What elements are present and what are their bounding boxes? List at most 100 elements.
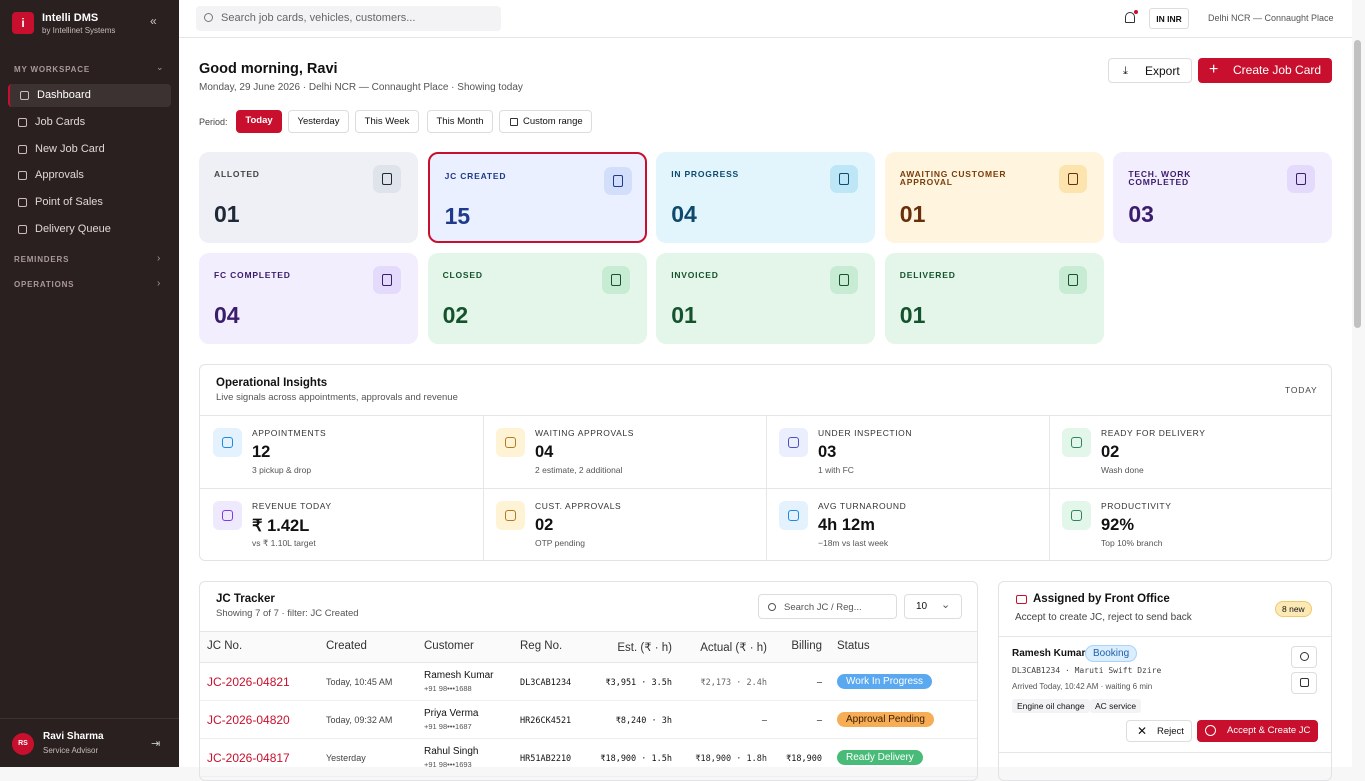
stat-label: ALLOTED [214, 169, 260, 179]
column-header: Customer [424, 640, 474, 652]
stat-card[interactable]: JC CREATED 15 [427, 152, 647, 243]
stat-value: 01 [899, 201, 926, 227]
customer: Priya Verma [424, 708, 479, 719]
collapse[interactable]: « [150, 14, 157, 28]
insight-note: 1 with FC [818, 465, 854, 475]
period-option[interactable]: This Week [355, 110, 419, 133]
divider [999, 752, 1331, 753]
icon [1300, 678, 1309, 687]
stat-card[interactable]: AWAITING CUSTOMER APPROVAL 01 [884, 152, 1104, 243]
stat-label: JC CREATED [444, 171, 507, 181]
stat-icon [601, 266, 630, 294]
search-icon [204, 13, 213, 22]
stat-value: 15 [444, 203, 471, 229]
assigned-sub: Accept to create JC, reject to send back [1015, 612, 1192, 623]
billing: – [816, 678, 822, 688]
actual: – [761, 716, 767, 726]
logout[interactable]: ⇥ [151, 738, 161, 750]
insight-glyph [505, 510, 516, 521]
export-button[interactable]: ⤓ Export [1108, 58, 1192, 83]
nav-item[interactable]: Point of Sales [8, 191, 171, 214]
insight-label: UNDER INSPECTION [818, 428, 913, 438]
calendar-icon [510, 118, 518, 126]
period-option[interactable]: Custom range [499, 110, 592, 133]
status-pill: Work In Progress [837, 674, 933, 689]
stat-card[interactable]: TECH. WORK COMPLETED 03 [1113, 152, 1333, 243]
stat-card[interactable]: INVOICED 01 [656, 253, 876, 344]
insight-note: −18m vs last week [818, 538, 889, 548]
new-badge: 8 new [1275, 601, 1312, 617]
message-button[interactable] [1291, 672, 1317, 694]
user-name: Ravi Sharma [43, 731, 104, 742]
stat-icon [1058, 165, 1087, 193]
period-option[interactable]: This Month [427, 110, 493, 133]
stat-label: TECH. WORK COMPLETED [1128, 169, 1192, 187]
stat-label: IN PROGRESS [671, 169, 740, 179]
insight-glyph [1071, 437, 1082, 448]
insight-icon [496, 428, 525, 457]
stat-icon [373, 165, 401, 193]
insight-note: 2 estimate, 2 additional [535, 465, 623, 475]
nav-label: Point of Sales [35, 196, 103, 209]
chevron: ⌄ [941, 599, 951, 611]
nav-icon [18, 171, 27, 181]
call-button[interactable] [1291, 646, 1317, 668]
currency[interactable]: IN INR [1149, 8, 1189, 29]
brand-name: Intelli DMS [42, 12, 99, 24]
period-text: Custom range [520, 116, 583, 127]
insight-glyph [505, 437, 516, 448]
period-text: Today [245, 115, 273, 126]
nav-item[interactable]: Delivery Queue [8, 218, 171, 241]
accept-button[interactable]: Accept & Create JC [1197, 720, 1318, 742]
nav-label: Dashboard [37, 89, 91, 101]
customer: Ramesh Kumar [424, 670, 494, 681]
nav-item[interactable]: Approvals [8, 164, 171, 187]
service-chip: Engine oil change [1012, 699, 1090, 713]
divider [1049, 489, 1050, 561]
brand-sub: by Intellinet Systems [42, 26, 116, 35]
divider [0, 718, 179, 719]
period-option[interactable]: Yesterday [288, 110, 349, 133]
insight-icon [1062, 428, 1091, 457]
sidebar: i Intelli DMS by Intellinet Systems « MY WOR… [0, 0, 179, 767]
stat-card[interactable]: CLOSED 02 [427, 253, 647, 344]
avatar: RS [12, 733, 34, 755]
insight-icon [779, 428, 808, 457]
stat-card[interactable]: FC COMPLETED 04 [199, 253, 418, 344]
nav-item[interactable]: New Job Card [8, 138, 171, 161]
nav-item[interactable]: Dashboard [8, 84, 171, 107]
bell[interactable] [1125, 12, 1135, 23]
jc-number[interactable]: JC-2026-04821 [207, 675, 290, 689]
per-page[interactable]: 10 ⌄ [904, 594, 962, 619]
stat-card[interactable]: DELIVERED 01 [884, 253, 1104, 344]
insight-glyph [788, 510, 799, 521]
nav-item[interactable]: Job Cards [8, 111, 171, 134]
group-label[interactable]: REMINDERS [14, 255, 70, 264]
accept-label: Accept & Create JC [1227, 725, 1311, 736]
insights-panel: Operational Insights Live signals across … [199, 364, 1332, 561]
per-page-value: 10 [916, 601, 928, 612]
stat-icon [1287, 165, 1316, 193]
logo: i [12, 12, 34, 34]
insight-glyph [788, 437, 799, 448]
stat-card[interactable]: ALLOTED 01 [199, 152, 418, 243]
chevron: ⌄ [156, 62, 164, 72]
insight-label: WAITING APPROVALS [535, 428, 634, 438]
period-option[interactable]: Today [236, 110, 282, 133]
search-box[interactable]: Search job cards, vehicles, customers... [196, 6, 501, 31]
tracker-search[interactable]: Search JC / Reg... [758, 594, 897, 619]
create-button[interactable]: + Create Job Card [1198, 58, 1332, 83]
group-label[interactable]: OPERATIONS [14, 280, 75, 289]
insight-note: 3 pickup & drop [252, 465, 312, 475]
stat-card[interactable]: IN PROGRESS 04 [656, 152, 876, 243]
jc-number[interactable]: JC-2026-04817 [207, 751, 290, 765]
stat-label: FC COMPLETED [214, 270, 291, 280]
check-icon [1205, 725, 1216, 736]
column-header: Est. (₹ · h) [617, 642, 672, 654]
actual: ₹18,900 · 1.8h [695, 754, 767, 764]
divider [999, 636, 1331, 637]
jc-number[interactable]: JC-2026-04820 [207, 713, 290, 727]
main: Search job cards, vehicles, customers...… [179, 0, 1352, 781]
reject-button[interactable]: ✕ Reject [1126, 720, 1192, 742]
divider [483, 416, 484, 488]
